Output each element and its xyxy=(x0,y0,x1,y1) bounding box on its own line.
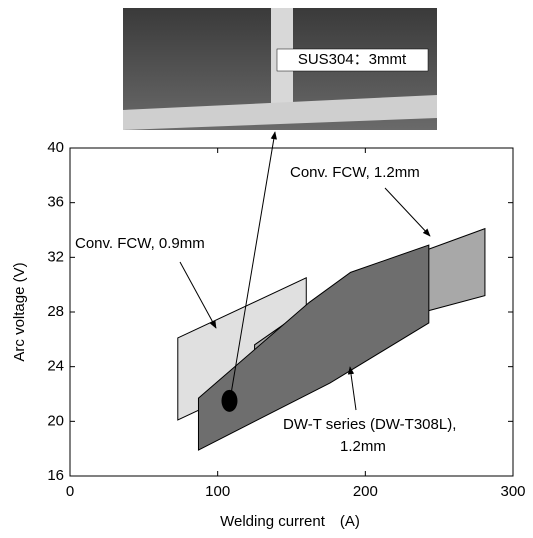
y-tick-label: 28 xyxy=(47,303,64,320)
x-tick-label: 200 xyxy=(353,483,378,500)
y-tick-label: 16 xyxy=(47,467,64,484)
region xyxy=(197,244,430,451)
image-label: SUS304：3mmt xyxy=(298,51,407,68)
marker-point xyxy=(221,389,238,412)
annotations: Conv. FCW, 0.9mm Conv. FCW, 1.2mm DW-T s… xyxy=(75,131,456,455)
annotation-arrow xyxy=(384,187,431,237)
y-tick-label: 32 xyxy=(47,248,64,265)
annotation: Conv. FCW, 0.9mm xyxy=(75,235,205,252)
x-axis-label: Welding current (A) xyxy=(220,513,360,530)
y-tick-label: 36 xyxy=(47,194,64,211)
annotation: Conv. FCW, 1.2mm xyxy=(290,164,420,181)
y-tick-label: 40 xyxy=(47,139,64,156)
x-tick-label: 100 xyxy=(205,483,230,500)
y-tick-label: 20 xyxy=(47,412,64,429)
annotation: 1.2mm xyxy=(340,438,386,455)
x-tick-label: 300 xyxy=(500,483,525,500)
annotation-arrow xyxy=(229,131,277,401)
y-axis-label: Arc voltage (V) xyxy=(11,262,28,361)
photo: SUS304：3mmt xyxy=(123,8,437,130)
x-tick-label: 0 xyxy=(66,483,74,500)
annotation-arrow xyxy=(179,261,217,329)
annotation-arrow xyxy=(347,366,357,411)
y-tick-label: 24 xyxy=(47,358,64,375)
annotation: DW-T series (DW-T308L), xyxy=(283,416,456,433)
